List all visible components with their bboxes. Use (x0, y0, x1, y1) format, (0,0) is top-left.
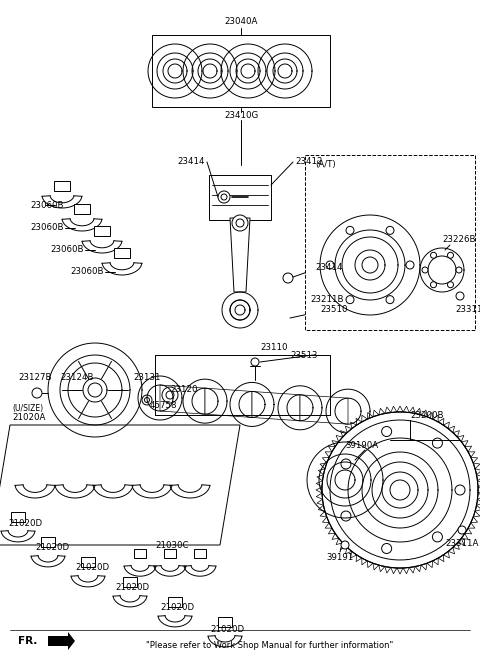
Bar (74, 204, 90, 214)
Text: 23040A: 23040A (224, 18, 258, 26)
Circle shape (382, 426, 392, 436)
Bar (11, 512, 25, 522)
Bar (81, 557, 95, 567)
Circle shape (382, 543, 392, 554)
Circle shape (362, 257, 378, 273)
Polygon shape (230, 218, 250, 292)
Bar (168, 597, 182, 607)
Circle shape (406, 261, 414, 269)
Text: 23124B: 23124B (60, 373, 94, 382)
Text: 21020A: 21020A (12, 413, 46, 422)
Circle shape (166, 391, 174, 399)
Circle shape (458, 526, 466, 534)
Text: 23510: 23510 (320, 306, 348, 314)
Bar (209, 175, 271, 220)
Circle shape (390, 480, 410, 500)
Circle shape (251, 358, 259, 366)
Circle shape (447, 253, 454, 258)
Circle shape (432, 438, 443, 448)
Bar (123, 577, 137, 587)
Text: 23120: 23120 (170, 386, 197, 394)
Circle shape (456, 267, 462, 273)
Text: 23200B: 23200B (410, 411, 444, 419)
Text: 23410G: 23410G (224, 112, 258, 121)
Text: 21030C: 21030C (155, 541, 189, 550)
Bar (54, 181, 70, 191)
Text: 21020D: 21020D (35, 544, 69, 552)
Polygon shape (300, 395, 348, 424)
Circle shape (236, 219, 244, 227)
Text: 23131: 23131 (133, 373, 161, 382)
Bar (134, 549, 146, 558)
Bar (94, 226, 110, 236)
Circle shape (341, 459, 351, 469)
Circle shape (432, 532, 443, 542)
Polygon shape (160, 385, 205, 414)
Circle shape (386, 226, 394, 234)
Circle shape (144, 398, 149, 403)
Polygon shape (252, 392, 300, 420)
Bar (194, 549, 206, 558)
Circle shape (346, 296, 354, 304)
Text: 45758: 45758 (150, 401, 178, 411)
Text: 23414: 23414 (178, 157, 205, 167)
Text: 21020D: 21020D (115, 583, 149, 592)
Text: 23060B: 23060B (50, 245, 84, 255)
Bar (41, 537, 55, 547)
Polygon shape (0, 425, 240, 545)
Text: 23060B: 23060B (30, 222, 63, 232)
Circle shape (218, 191, 230, 203)
Text: (U/SIZE): (U/SIZE) (12, 403, 43, 413)
Circle shape (455, 485, 465, 495)
Text: 23060B: 23060B (30, 201, 63, 209)
Circle shape (346, 226, 354, 234)
Bar (218, 617, 232, 627)
Circle shape (431, 281, 436, 288)
Circle shape (32, 388, 42, 398)
Text: 21020D: 21020D (75, 564, 109, 573)
Text: 39191: 39191 (326, 554, 354, 562)
Text: 23226B: 23226B (442, 236, 476, 245)
Circle shape (386, 296, 394, 304)
Polygon shape (205, 388, 252, 417)
Circle shape (431, 253, 436, 258)
Circle shape (162, 387, 178, 403)
Text: 23412: 23412 (295, 157, 323, 167)
Circle shape (447, 281, 454, 288)
Circle shape (221, 194, 227, 200)
Text: 23513: 23513 (290, 350, 317, 359)
Text: (A/T): (A/T) (315, 161, 336, 169)
Circle shape (322, 412, 478, 568)
Text: 23311A: 23311A (445, 539, 479, 548)
Text: FR.: FR. (18, 636, 37, 646)
Bar (152, 35, 330, 107)
Circle shape (232, 215, 248, 231)
Text: 21020D: 21020D (8, 518, 42, 527)
Text: 21020D: 21020D (160, 604, 194, 613)
Text: 21020D: 21020D (210, 626, 244, 634)
Polygon shape (48, 632, 75, 650)
Circle shape (422, 267, 428, 273)
Bar (164, 549, 176, 558)
Text: 23060B: 23060B (70, 268, 104, 276)
Circle shape (456, 292, 464, 300)
Circle shape (326, 261, 334, 269)
Circle shape (341, 511, 351, 521)
Circle shape (283, 273, 293, 283)
Text: 23110: 23110 (260, 344, 288, 352)
Circle shape (88, 383, 102, 397)
Text: 23127B: 23127B (18, 373, 51, 382)
Text: 23211B: 23211B (310, 295, 344, 304)
Circle shape (322, 412, 478, 568)
Text: 23414: 23414 (315, 264, 343, 272)
Text: 23311B: 23311B (455, 306, 480, 314)
Circle shape (142, 395, 152, 405)
Bar (305, 155, 475, 330)
Text: 39190A: 39190A (345, 440, 378, 449)
Bar (114, 248, 130, 258)
Circle shape (341, 541, 349, 549)
Text: "Please refer to Work Shop Manual for further information": "Please refer to Work Shop Manual for fu… (146, 640, 394, 649)
